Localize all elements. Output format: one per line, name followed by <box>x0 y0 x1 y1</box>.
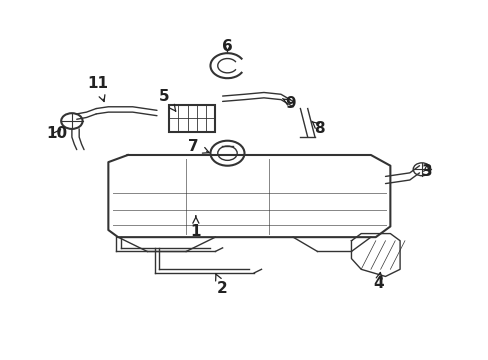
Text: 9: 9 <box>282 96 295 111</box>
Text: 1: 1 <box>190 216 201 239</box>
Text: 10: 10 <box>47 126 68 141</box>
Text: 8: 8 <box>311 121 325 136</box>
Text: 11: 11 <box>87 76 108 102</box>
Text: 5: 5 <box>159 89 175 111</box>
Bar <box>169 105 215 132</box>
Text: 2: 2 <box>215 274 227 296</box>
Text: 4: 4 <box>372 273 383 291</box>
Text: 7: 7 <box>188 139 209 154</box>
Text: 3: 3 <box>421 163 431 179</box>
Text: 6: 6 <box>222 39 232 54</box>
